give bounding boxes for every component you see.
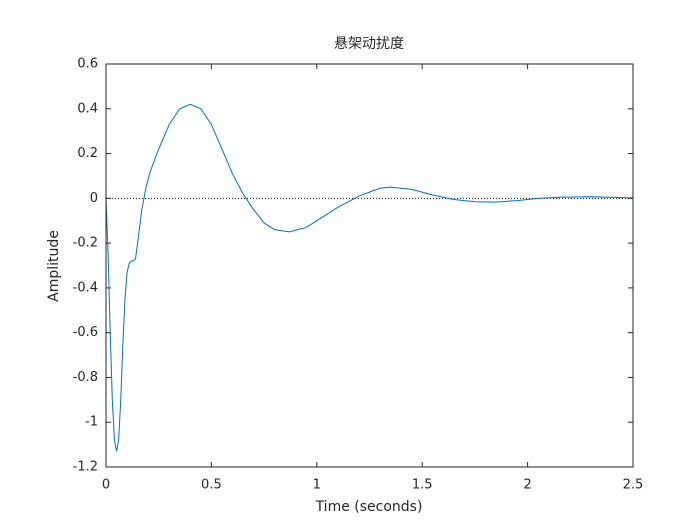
y-tick-label: -1 [85, 415, 98, 430]
line [105, 103, 634, 452]
y-tick-label: 0 [90, 191, 98, 206]
y-tick-label: 0.2 [77, 146, 98, 161]
y-tick-label: -0.6 [73, 325, 98, 340]
x-axis-label: Time (seconds) [315, 499, 423, 515]
x-tick-label: 1.5 [412, 478, 433, 493]
x-tick-label: 0 [102, 478, 110, 493]
x-tick-label: 0.5 [201, 478, 222, 493]
y-tick-label: -0.2 [73, 236, 98, 251]
y-tick-label: 0.6 [77, 57, 98, 72]
y-tick-label: -0.4 [73, 280, 98, 295]
chart-title: 悬架动扰度 [334, 36, 404, 52]
axes-box [105, 63, 634, 468]
x-tick-label: 2.5 [623, 478, 644, 493]
y-tick-label: -0.8 [73, 370, 98, 385]
x-tick-label: 2 [523, 478, 531, 493]
y-tick-label: 0.4 [77, 101, 98, 116]
y-tick-label: -1.2 [73, 460, 98, 475]
y-axis-label: Amplitude [46, 230, 62, 302]
x-tick-label: 1 [313, 478, 321, 493]
